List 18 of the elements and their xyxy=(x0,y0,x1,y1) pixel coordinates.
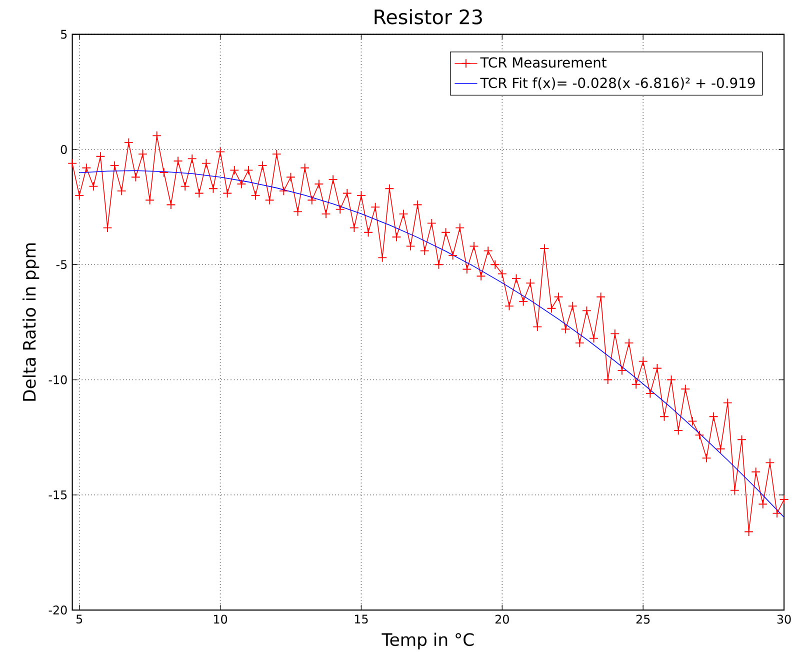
chart-title: Resistor 23 xyxy=(374,9,482,25)
x-tick-label: 20 xyxy=(495,614,509,624)
y-tick-label: 0 xyxy=(60,145,67,154)
y-axis-title: Delta Ratio in ppm xyxy=(22,244,40,401)
x-tick-label: 30 xyxy=(777,614,791,624)
legend-label: TCR Measurement xyxy=(480,57,607,68)
y-tick-label: 5 xyxy=(60,30,67,39)
y-tick-label: -10 xyxy=(48,375,67,384)
x-tick-label: 5 xyxy=(76,614,82,624)
x-axis-title: Temp in °C xyxy=(382,632,474,650)
x-tick-label: 25 xyxy=(636,614,650,624)
x-tick-label: 10 xyxy=(214,614,228,624)
legend-label: TCR Fit f(x)= -0.028(x -6.816)² + -0.919 xyxy=(480,78,755,90)
x-tick-label: 15 xyxy=(354,614,368,624)
y-tick-label: -20 xyxy=(48,606,67,615)
y-tick-label: -15 xyxy=(48,490,67,500)
y-tick-label: -5 xyxy=(56,260,67,270)
line-series xyxy=(78,170,784,518)
